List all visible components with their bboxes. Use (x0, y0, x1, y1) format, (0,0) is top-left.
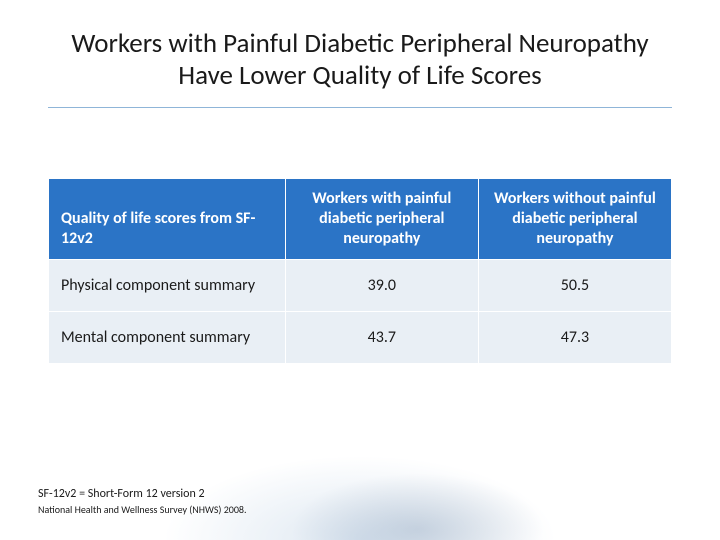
col-header-measure: Quality of life scores from SF-12v2 (49, 178, 286, 259)
footnote-abbrev: SF-12v2 = Short-Form 12 version 2 (38, 487, 247, 503)
row-value-with: 39.0 (285, 259, 478, 311)
footnote-source: National Health and Wellness Survey (NHW… (38, 503, 247, 516)
row-label: Physical component summary (49, 259, 286, 311)
row-value-without: 50.5 (478, 259, 671, 311)
row-value-without: 47.3 (478, 311, 671, 363)
table-row: Physical component summary 39.0 50.5 (49, 259, 672, 311)
row-value-with: 43.7 (285, 311, 478, 363)
table-header-row: Quality of life scores from SF-12v2 Work… (49, 178, 672, 259)
page-title: Workers with Painful Diabetic Peripheral… (48, 28, 672, 108)
col-header-with: Workers with painful diabetic peripheral… (285, 178, 478, 259)
qol-table: Quality of life scores from SF-12v2 Work… (48, 178, 672, 364)
footnotes: SF-12v2 = Short-Form 12 version 2 Nation… (38, 487, 247, 516)
table-container: Quality of life scores from SF-12v2 Work… (48, 178, 672, 364)
slide: Workers with Painful Diabetic Peripheral… (0, 0, 720, 540)
row-label: Mental component summary (49, 311, 286, 363)
col-header-without: Workers without painful diabetic periphe… (478, 178, 671, 259)
table-row: Mental component summary 43.7 47.3 (49, 311, 672, 363)
